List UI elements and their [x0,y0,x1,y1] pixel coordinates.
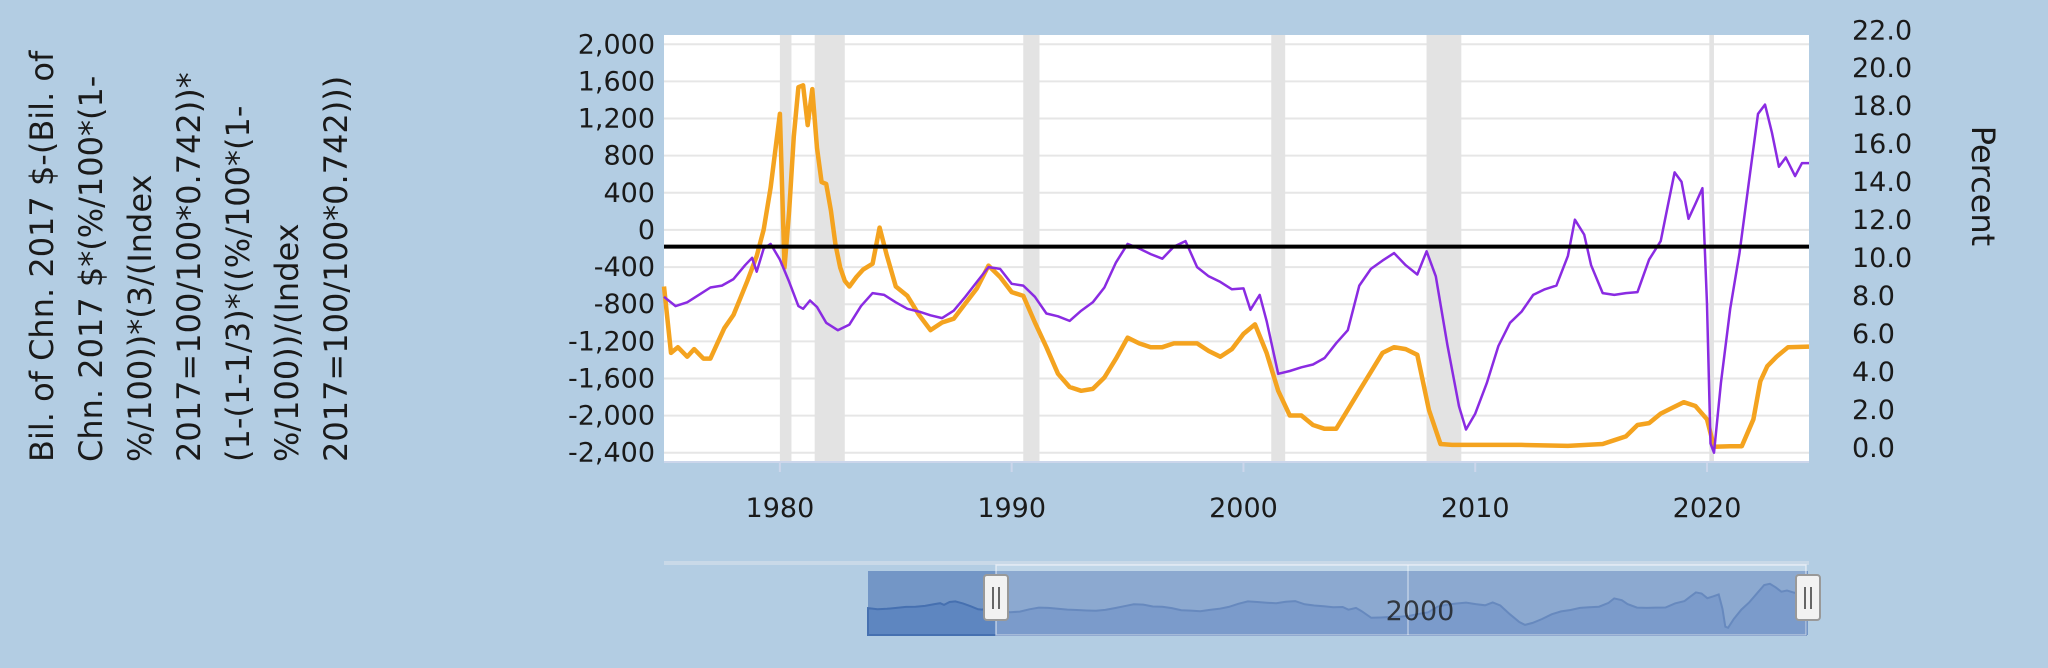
left-axis-title: Bil. of Chn. 2017 $-(Bil. of Chn. 2017 $… [23,50,355,462]
right-axis-title-text: Percent [1964,126,2002,246]
left-tick-label: -1,600 [568,363,655,394]
right-tick-label: 0.0 [1852,433,1895,464]
left-axis-title-line: Bil. of Chn. 2017 $-(Bil. of [23,50,61,462]
right-tick-label: 8.0 [1852,281,1895,312]
x-tick-label: 2000 [1209,493,1278,524]
right-tick-label: 16.0 [1852,129,1912,160]
x-axis-ticks: 1980 1990 2000 2010 2020 [664,461,1809,524]
right-axis-ticks: 22.0 20.0 18.0 16.0 14.0 12.0 10.0 8.0 6.0 4.0 2.0… [1852,15,1912,464]
navigator-left-handle[interactable] [983,574,1009,621]
series-layer [661,83,1810,454]
left-tick-label: 2,000 [578,29,655,60]
left-axis-title-line: %/100))*(3/(Index [121,175,159,462]
right-tick-label: 14.0 [1852,167,1912,198]
left-tick-label: 0 [638,215,655,246]
left-axis-title-line: 2017=100/100*0.742))) [317,76,355,462]
left-axis-title-line: %/100))/(Index [268,223,306,462]
navigator-label: 2000 [1386,596,1455,627]
right-tick-label: 6.0 [1852,319,1895,350]
left-tick-label: 400 [603,178,655,209]
right-tick-label: 22.0 [1852,15,1912,46]
navigator-track [664,561,1809,565]
range-navigator[interactable]: 2000 [664,561,1821,636]
right-tick-label: 20.0 [1852,53,1912,84]
left-tick-label: 800 [603,141,655,172]
left-tick-label: 1,600 [578,66,655,97]
x-tick-label: 2020 [1673,493,1742,524]
left-tick-label: -1,200 [568,326,655,357]
grid-lines [664,43,1809,454]
right-tick-label: 4.0 [1852,357,1895,388]
left-axis-title-line: Chn. 2017 $*(%/100*(1- [72,76,110,462]
navigator-right-handle[interactable] [1795,574,1821,621]
left-tick-label: 1,200 [578,104,655,135]
x-tick-label: 2010 [1441,493,1510,524]
left-tick-label: -2,400 [568,438,655,469]
right-tick-label: 2.0 [1852,395,1895,426]
series-line-right-axis [661,83,1810,450]
x-tick-label: 1990 [977,493,1046,524]
left-axis-title-line: 2017=100/100*0.742))* [170,72,208,462]
x-tick-label: 1980 [746,493,815,524]
navigator-selected-mask [995,564,1807,636]
right-tick-label: 18.0 [1852,91,1912,122]
right-axis-title: Percent [1964,126,2002,246]
series-line-left-axis [663,103,1809,454]
left-tick-label: -2,000 [568,401,655,432]
left-tick-label: -800 [594,289,655,320]
right-tick-label: 10.0 [1852,243,1912,274]
left-axis-title-line: (1-(1-1/3)*((%/100*(1- [219,106,257,462]
left-tick-label: -400 [594,252,655,283]
left-axis-ticks: 2,000 1,600 1,200 800 400 0 -400 -800 -1,200 -1,6… [568,29,655,468]
right-tick-label: 12.0 [1852,205,1912,236]
